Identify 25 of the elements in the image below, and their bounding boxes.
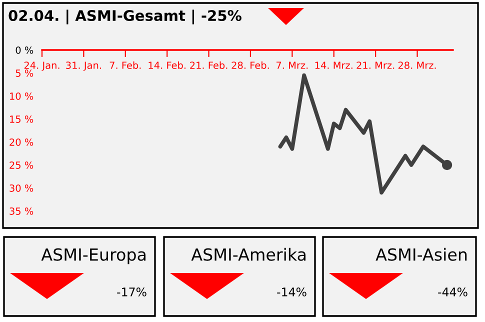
chart-title: 02.04. | ASMI-Gesamt | -25% xyxy=(8,10,242,24)
text: ASMI-Amerika xyxy=(191,248,306,261)
y-tick-label: 30 % xyxy=(10,184,34,192)
y-tick-label: 10 % xyxy=(10,92,34,100)
y-tick-label: 5 % xyxy=(16,69,34,77)
x-tick-label: 14. Mrz. xyxy=(315,62,352,69)
x-tick-label: 7. Feb. xyxy=(110,61,141,69)
text: -44% xyxy=(438,287,468,296)
text: ASMI-Asien xyxy=(376,248,467,261)
x-tick-label: 7. Mrz. xyxy=(276,62,308,69)
x-tick-label: 31. Jan. xyxy=(66,62,101,71)
text: ASMI-Europa xyxy=(41,248,146,264)
x-tick-label: 21. Feb. xyxy=(190,61,228,69)
y-tick-label: 20 % xyxy=(10,138,34,146)
x-tick-label: 28. Feb. xyxy=(232,61,269,69)
x-tick-label: 24. Jan. xyxy=(24,62,60,71)
y-tick-label: 35 % xyxy=(10,207,34,215)
text: -17% xyxy=(117,287,146,296)
x-tick-label: 14. Feb. xyxy=(148,61,186,69)
y-tick-label: 0 % xyxy=(16,46,34,54)
x-tick-label: 21. Mrz. xyxy=(356,62,394,69)
y-tick-label: 15 % xyxy=(10,115,34,123)
y-tick-label: 25 % xyxy=(10,161,34,169)
x-tick-label: 28. Mrz. xyxy=(398,62,436,69)
text: -14% xyxy=(277,287,306,296)
